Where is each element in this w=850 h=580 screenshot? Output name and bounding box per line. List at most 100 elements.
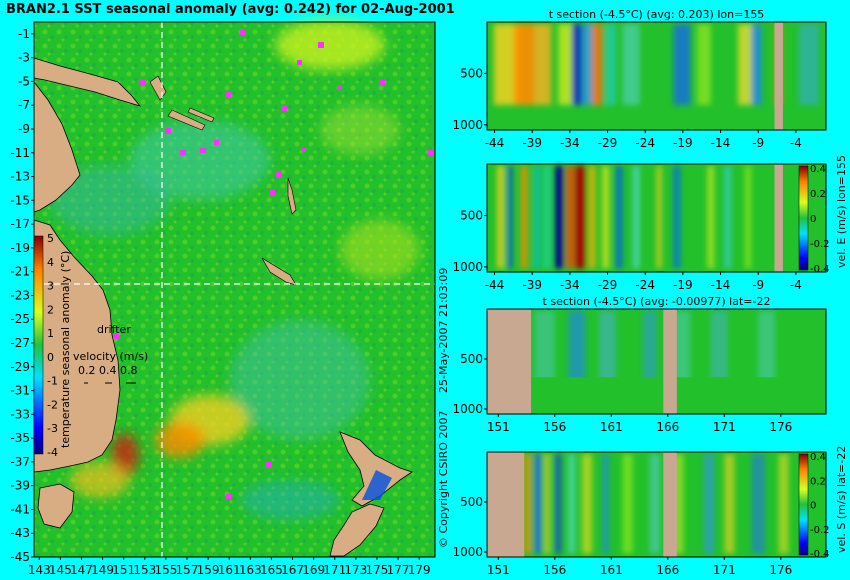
velocity-legend-tick: 0.4 [99, 364, 117, 377]
australia-landmass [33, 219, 121, 473]
sst-colorbar-tick-label: 1 [47, 327, 54, 340]
map-y-tick-label: -15 [10, 193, 30, 207]
map-x-tick-label: 175 [366, 563, 389, 577]
t-section-lon155-band [558, 24, 572, 105]
map-y-tick-label: -45 [10, 550, 30, 564]
map-x-tick-label: 163 [239, 563, 262, 577]
vel-s-section-lat-22-band [581, 454, 593, 554]
t-section-lon155-field [493, 24, 820, 105]
map-y-tick-label: -29 [10, 360, 30, 374]
vel-e-section-lon155-band [554, 166, 564, 269]
drifter-markers [113, 30, 433, 499]
t-section-lon155-x-tick-label: -34 [560, 136, 580, 150]
t-section-lon155-x-tick-label: -24 [635, 136, 655, 150]
vanuatu [287, 177, 297, 215]
nz-cold-anomaly [362, 470, 392, 500]
sst-colorbar-tick-label: -2 [47, 398, 58, 411]
t-section-lat-22-y-tick-label: 1000 [452, 402, 483, 416]
t-section-lat-22-land [487, 309, 532, 414]
t-section-lat-22-panel: 151 156 161 166 171 176 500 1000 t section (-4.5… [452, 295, 827, 434]
vel-e-section-lon155-colorbar-label: vel. E (m/s) lon=155 [835, 155, 848, 268]
map-x-tick-label: 173 [344, 563, 367, 577]
t-section-lon155-band [514, 24, 535, 105]
sst-colorbar-tick-label: -4 [47, 446, 58, 459]
t-section-lat-22-band [673, 311, 691, 390]
vel-e-section-lon155-band [566, 166, 574, 269]
t-section-lon155-x-tick-label: -9 [752, 136, 764, 150]
vel-s-section-lat-22-band [778, 454, 789, 554]
vel-s-section-lat-22-band [544, 454, 550, 554]
vel-e-section-lon155-x-tick-label: -9 [752, 278, 764, 292]
main-title: BRAN2.1 SST seasonal anomaly (avg: 0.242… [6, 2, 455, 17]
map-x-axis: 1431451471491511531551571591611631651671… [28, 557, 431, 577]
map-y-tick-label: -31 [10, 384, 30, 398]
t-section-lon155-band [622, 24, 640, 105]
map-y-tick-label: -3 [18, 51, 30, 65]
vel-e-section-lon155-band [724, 166, 732, 269]
t-section-lon155-x-tick-label: -14 [711, 136, 731, 150]
map-x-tick-label: 143 [28, 563, 51, 577]
vel-s-section-lat-22-colorbar-tick-label: 0.2 [810, 476, 826, 487]
section-panels: -44 -39 -34 -29 -24 -19 -14 -9 -4 500 1000 t sectio… [452, 8, 848, 577]
vel-e-section-lon155-x-tick-label: -44 [485, 278, 505, 292]
map-x-tick-label: 169 [302, 563, 325, 577]
map-y-tick-label: -39 [10, 479, 30, 493]
t-section-lon155-band [581, 24, 593, 105]
map-y-tick-label: -41 [10, 502, 30, 516]
map-y-tick-label: -35 [10, 431, 30, 445]
map-x-tick-label: 167 [281, 563, 304, 577]
sst-colorbar-label: temperature seasonal anomaly (°C) [59, 251, 72, 448]
vel-e-section-lon155-colorbar-tick-label: 0 [810, 214, 816, 225]
t-section-lon155-band [571, 24, 582, 105]
map-x-tick-label: 157 [176, 563, 199, 577]
t-section-lat-22-band [598, 311, 616, 390]
t-section-lon155-band [605, 24, 616, 105]
vel-e-section-lon155-colorbar-tick-label: -0.4 [810, 264, 830, 275]
t-section-lat-22-field [534, 311, 776, 390]
map-x-tick-label: 159 [197, 563, 220, 577]
vel-s-section-lat-22-band [673, 454, 684, 554]
vel-e-section-lon155-band [497, 166, 504, 269]
vel-e-section-lon155-x-tick-label: -34 [560, 278, 580, 292]
map-y-tick-label: -25 [10, 312, 30, 326]
t-section-lat-22-y-tick-label: 500 [460, 352, 483, 366]
map-y-tick-label: -9 [18, 122, 30, 136]
map-y-tick-label: -43 [10, 526, 30, 540]
vel-s-section-lat-22-band [751, 454, 765, 554]
vel-s-section-lat-22-x-tick-label: 171 [713, 563, 736, 577]
new-zealand-south-island [329, 503, 385, 557]
vel-e-section-lon155-colorbar-tick-label: 0.2 [810, 189, 826, 200]
map-y-tick-label: -27 [10, 336, 30, 350]
vel-e-section-lon155-y-tick-label: 500 [460, 208, 483, 222]
t-section-lon155-y-tick-label: 1000 [452, 118, 483, 132]
vel-s-section-lat-22-x-tick-label: 161 [600, 563, 623, 577]
solomon-islands [149, 75, 215, 131]
t-section-lon155-band [673, 24, 691, 105]
tasmania-landmass [37, 483, 75, 529]
map-y-tick-label: -33 [10, 407, 30, 421]
vel-e-section-lon155-land [774, 164, 783, 272]
t-section-lon155-land [774, 22, 783, 130]
sst-colorbar [33, 235, 44, 455]
t-section-lon155-band [737, 24, 752, 105]
t-section-lon155-title: t section (-4.5°C) (avg: 0.203) lon=155 [549, 8, 765, 21]
vel-e-section-lon155-colorbar-tick-label: -0.2 [810, 239, 830, 250]
t-section-lat-22-band [710, 311, 728, 390]
drifter-legend-label: drifter [97, 323, 131, 336]
t-section-lon155-x-tick-label: -44 [485, 136, 505, 150]
vel-e-section-lon155-band [744, 166, 752, 269]
map-x-tick-label: 179 [408, 563, 431, 577]
vel-e-section-lon155-x-tick-label: -14 [711, 278, 731, 292]
t-section-lat-22-x-tick-label: 166 [656, 420, 679, 434]
t-section-lat-22-x-tick-label: 171 [713, 420, 736, 434]
vel-s-section-lat-22-band [649, 454, 660, 554]
vel-e-section-lon155-band [673, 166, 681, 269]
vel-s-section-lat-22-x-tick-label: 176 [769, 563, 792, 577]
vel-s-section-lat-22-x-tick-label: 166 [656, 563, 679, 577]
vel-s-section-lat-22-land [487, 452, 525, 557]
t-section-lon155-frame [486, 21, 827, 131]
sst-colorbar-tick-label: 3 [47, 280, 54, 293]
map-y-tick-label: -21 [10, 265, 30, 279]
vel-s-section-lat-22-band [622, 454, 633, 554]
map-x-tick-label: 153 [133, 563, 156, 577]
